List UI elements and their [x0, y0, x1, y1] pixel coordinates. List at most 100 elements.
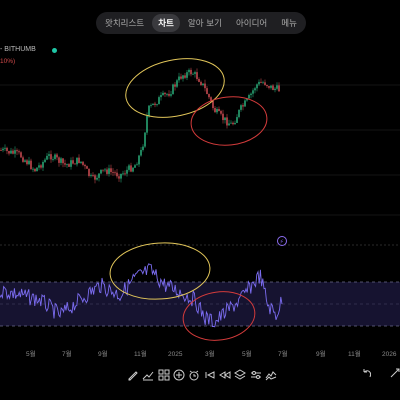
candle-body [24, 160, 26, 162]
tab-chart[interactable]: 차트 [152, 14, 180, 32]
candle-body [168, 93, 170, 96]
candle-body [160, 95, 162, 98]
candle-body [76, 157, 78, 165]
candle-body [258, 81, 260, 85]
symbol-label[interactable]: - BITHUMB [0, 46, 36, 53]
tab-menu[interactable]: 메뉴 [281, 19, 297, 29]
indicators-icon[interactable] [264, 368, 278, 382]
annotation-red-circle-price[interactable] [189, 93, 270, 149]
candle-body [188, 69, 190, 73]
candle-body [62, 158, 64, 164]
candle-body [20, 152, 22, 158]
candle-body [86, 166, 88, 169]
trendline-icon[interactable] [141, 368, 155, 382]
candle-body [174, 84, 176, 87]
candle-body [82, 161, 84, 165]
candle-body [134, 165, 136, 168]
candle-body [274, 88, 276, 91]
candle-body [42, 161, 44, 168]
candle-body [118, 176, 120, 179]
patterns-icon[interactable] [157, 368, 171, 382]
layers-icon[interactable] [233, 368, 247, 382]
candle-body [140, 150, 142, 156]
candle-body [102, 169, 104, 171]
candle-body [172, 84, 174, 95]
candle-body [256, 84, 258, 89]
candle-body [270, 85, 272, 88]
candle-body [88, 168, 90, 176]
candle-body [162, 92, 164, 96]
bar-replay-icon[interactable] [218, 368, 232, 382]
tab-watchlist[interactable]: 왓치리스트 [105, 19, 145, 29]
candle-body [192, 73, 194, 75]
candle-body [234, 122, 236, 125]
candle-body [46, 155, 48, 160]
candle-body [248, 95, 250, 99]
annotation-yellow-circle-rsi[interactable] [108, 240, 212, 303]
tab-ideas[interactable]: 아이디어 [235, 19, 268, 29]
x-tick: 2025 [168, 351, 183, 358]
candle-body [98, 173, 100, 178]
x-tick: 5월 [242, 349, 252, 358]
candle-body [138, 155, 140, 165]
candle-body [14, 150, 16, 154]
candle-body [232, 122, 234, 125]
candle-body [74, 163, 76, 165]
candle-body [66, 164, 68, 165]
candle-body [94, 175, 96, 180]
candle-body [2, 148, 4, 151]
candle-body [278, 85, 280, 92]
candle-body [72, 160, 74, 164]
candle-body [16, 150, 18, 152]
candle-body [104, 169, 106, 171]
candle-body [252, 90, 254, 94]
candle-body [8, 151, 10, 154]
candle-body [6, 147, 8, 152]
price-pane-grid [0, 84, 400, 216]
chart-area[interactable]: ⚡ 5월 7월 9월 11월 2025 3월 5월 7월 9월 11월 2026 [0, 0, 400, 360]
x-tick: 5월 [26, 349, 36, 358]
market-status-dot [52, 48, 57, 53]
settings-sliders-icon[interactable] [249, 368, 263, 382]
candle-body [156, 104, 158, 106]
bottom-toolbar [0, 362, 400, 388]
indicator-badge-icon[interactable] [277, 236, 287, 246]
candle-body [144, 132, 146, 147]
undo-icon[interactable] [360, 366, 374, 380]
replay-icon[interactable] [203, 368, 217, 382]
x-tick: 7월 [62, 349, 72, 358]
annotation-red-circle-rsi[interactable] [180, 287, 258, 345]
candle-body [128, 165, 130, 170]
candle-body [206, 88, 208, 95]
alarm-icon[interactable] [187, 368, 201, 382]
candle-body [68, 164, 70, 167]
x-axis: 5월 7월 9월 11월 2025 3월 5월 7월 9월 11월 2026 [26, 349, 397, 358]
candle-body [226, 117, 228, 126]
tab-explore[interactable]: 알아 보기 [187, 19, 222, 29]
more-icon[interactable] [388, 366, 400, 380]
price-change-label: 10%) [0, 58, 16, 65]
annotation-yellow-circle-price[interactable] [120, 50, 229, 126]
candle-body [28, 160, 30, 165]
candle-body [166, 93, 168, 95]
candle-body [236, 117, 238, 123]
candle-body [78, 157, 80, 163]
candle-body [238, 109, 240, 118]
candle-body [146, 116, 148, 133]
x-tick: 9월 [98, 349, 108, 358]
pencil-icon[interactable] [126, 368, 140, 382]
x-tick: 2026 [382, 351, 397, 358]
candle-body [48, 154, 50, 156]
candle-body [90, 175, 92, 177]
candle-body [122, 173, 124, 175]
candle-body [150, 105, 152, 106]
candle-body [130, 165, 132, 172]
candle-body [184, 75, 186, 78]
candle-body [268, 86, 270, 88]
candle-body [116, 172, 118, 177]
add-icon[interactable] [172, 368, 186, 382]
candle-body [186, 72, 188, 78]
candle-body [214, 108, 216, 113]
candle-body [212, 100, 214, 109]
candle-body [264, 82, 266, 85]
